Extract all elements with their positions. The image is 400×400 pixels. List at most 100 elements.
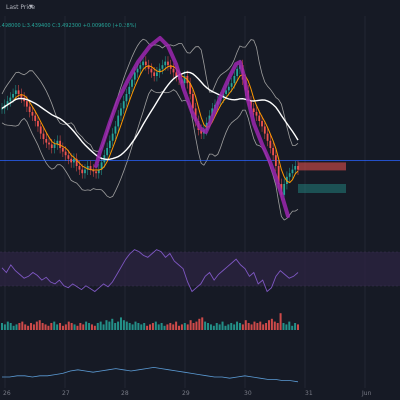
volume-bar <box>131 324 134 330</box>
volume-bar <box>6 321 9 330</box>
candle-body <box>20 94 23 98</box>
chart-toolbar: Last Price ▼ <box>0 0 400 16</box>
candle-body <box>39 126 42 134</box>
volume-bar <box>180 324 183 330</box>
candle-body <box>164 61 167 66</box>
x-tick: 28 <box>121 390 129 397</box>
caret-down-icon[interactable]: ▼ <box>29 4 33 10</box>
volume-bar <box>265 323 268 330</box>
volume-bar <box>276 323 279 330</box>
volume-bar <box>186 324 189 330</box>
candle-body <box>133 72 136 80</box>
volume-bar <box>35 321 38 330</box>
volume-bar <box>175 321 178 330</box>
volume-bar <box>140 324 143 330</box>
volume-bar <box>236 321 239 330</box>
volume-bar <box>24 324 27 330</box>
candle-body <box>56 140 59 145</box>
volume-bar <box>163 325 166 330</box>
candle-body <box>100 162 103 170</box>
volume-bar <box>27 325 30 330</box>
candle-body <box>288 173 291 177</box>
volume-bar <box>244 320 247 330</box>
candle-body <box>89 166 92 170</box>
volume-bar <box>134 321 137 330</box>
candle-body <box>117 115 120 127</box>
price-source-selector[interactable]: Last Price <box>6 4 36 11</box>
volume-bar <box>3 324 6 330</box>
candle-body <box>17 90 20 94</box>
volume-bar <box>294 323 297 330</box>
volume-bar <box>67 321 70 330</box>
candle-body <box>70 158 73 163</box>
volume-bar <box>247 323 250 330</box>
volume-bar <box>230 323 233 330</box>
candle-body <box>156 72 158 76</box>
rsi-line <box>1 249 299 293</box>
volume-bar <box>207 323 210 330</box>
candle-body <box>211 108 214 116</box>
volume-bar <box>151 323 154 330</box>
volume-bar <box>21 321 24 330</box>
candle-body <box>86 166 89 170</box>
volume-bar <box>160 323 163 330</box>
candle-body <box>48 142 50 145</box>
candle-body <box>108 140 111 148</box>
candle-body <box>200 130 203 134</box>
candle-body <box>139 65 142 69</box>
candle-body <box>106 148 109 156</box>
volume-bar <box>297 324 299 330</box>
candle-body <box>95 171 97 174</box>
rsi-band <box>0 252 400 286</box>
candle-body <box>53 144 56 148</box>
x-tick: 29 <box>182 390 190 397</box>
x-tick: Jun <box>362 390 372 397</box>
volume-bar <box>137 323 140 330</box>
volume-bar <box>201 317 204 330</box>
volume-bar <box>279 313 282 330</box>
volume-bar <box>154 321 157 330</box>
candle-body <box>59 140 61 148</box>
bollinger-lower <box>1 89 299 221</box>
candle-body <box>258 115 261 121</box>
volume-bar <box>192 323 195 330</box>
candle-body <box>263 126 266 134</box>
candle-body <box>81 169 84 174</box>
volume-bar <box>166 324 169 330</box>
volume-bar <box>30 323 33 330</box>
volume-bar <box>44 324 47 330</box>
candle-body <box>272 148 275 156</box>
volume-bar <box>64 324 67 330</box>
ma-fast-line <box>1 65 299 184</box>
candle-body <box>291 169 294 174</box>
long-position-box <box>298 184 346 193</box>
volume-bar <box>282 323 285 330</box>
candle-body <box>128 86 131 94</box>
volume-bar <box>195 321 198 330</box>
volume-bar <box>169 323 172 330</box>
candle-body <box>12 94 14 98</box>
candle-body <box>261 121 263 127</box>
volume-bar <box>50 323 53 330</box>
candle-body <box>266 133 269 141</box>
volume-bar <box>172 324 175 330</box>
candle-body <box>150 68 153 73</box>
volume-bar <box>143 323 146 330</box>
volume-bar <box>212 325 215 330</box>
volume-bar <box>88 323 91 330</box>
volume-bar <box>119 317 122 330</box>
candle-body <box>153 72 156 76</box>
candle-body <box>283 184 286 195</box>
candle-body <box>144 61 147 66</box>
x-tick: 31 <box>305 390 313 397</box>
candle-body <box>147 65 150 69</box>
volume-bar <box>189 320 192 330</box>
volume-bar <box>59 323 62 330</box>
volume-bar <box>291 325 294 330</box>
candle-body <box>42 133 45 139</box>
volume-bar <box>117 321 120 330</box>
volume-bar <box>114 323 117 330</box>
candle-body <box>274 155 277 166</box>
candle-body <box>183 76 186 84</box>
